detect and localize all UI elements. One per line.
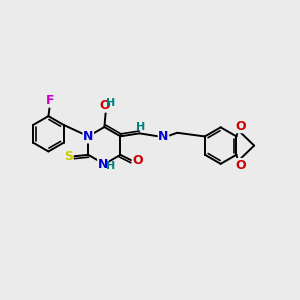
Text: S: S: [64, 150, 73, 163]
Text: H: H: [136, 122, 146, 132]
Text: N: N: [98, 158, 108, 171]
Text: N: N: [158, 130, 169, 142]
Text: O: O: [235, 158, 246, 172]
Text: H: H: [106, 98, 116, 109]
Text: O: O: [132, 154, 143, 167]
Text: F: F: [46, 94, 55, 107]
Text: N: N: [83, 130, 94, 143]
Text: H: H: [106, 161, 116, 171]
Text: O: O: [99, 99, 110, 112]
Text: O: O: [235, 120, 246, 133]
